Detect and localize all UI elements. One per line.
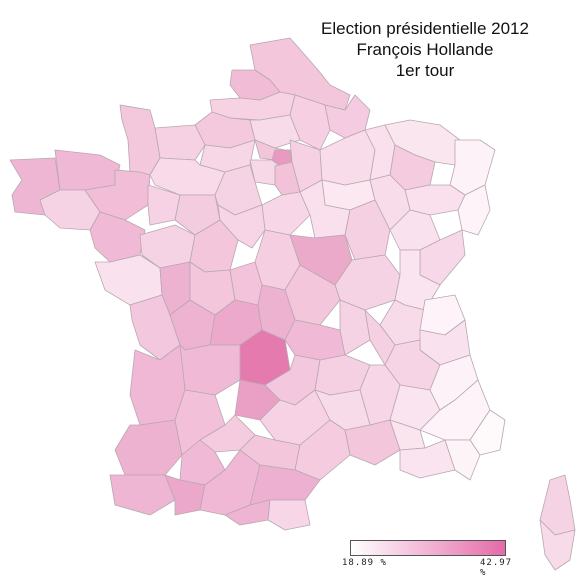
legend-max-label: 42.97 % [480, 558, 513, 578]
department-loire [339, 299, 371, 356]
title-line-1: Election présidentielle 2012 [321, 19, 529, 38]
department-dordogne [179, 344, 241, 396]
department-marne [319, 129, 376, 186]
department-landes [114, 419, 183, 476]
legend-min-label: 18.89 % [342, 558, 387, 568]
department-puy-de-dome [284, 319, 346, 361]
color-scale-legend: 18.89 % 42.97 % [340, 536, 520, 578]
department-vendee [94, 254, 163, 306]
department-mayenne [147, 184, 181, 226]
title-line-2: François Hollande [356, 40, 494, 59]
department-pyrenees-orientales [267, 499, 311, 531]
department-corse-du-sud [539, 519, 576, 571]
department-vosges [404, 184, 466, 216]
department-loir-et-cher [217, 204, 266, 249]
title-line-3: 1er tour [395, 61, 455, 80]
department-indre [229, 261, 263, 306]
department-manche [119, 104, 161, 176]
department-bas-rhin [449, 139, 496, 196]
department-pyrenees-atlantiques [109, 474, 176, 516]
department-cotes-d-armor [54, 149, 121, 191]
department-ardennes [324, 94, 371, 139]
department-calvados [154, 124, 206, 161]
map-title: Election présidentielle 2012 François Ho… [300, 18, 550, 81]
department-loire-atlantique [89, 211, 146, 263]
legend-gradient-bar [350, 540, 506, 556]
department-var [444, 439, 481, 481]
